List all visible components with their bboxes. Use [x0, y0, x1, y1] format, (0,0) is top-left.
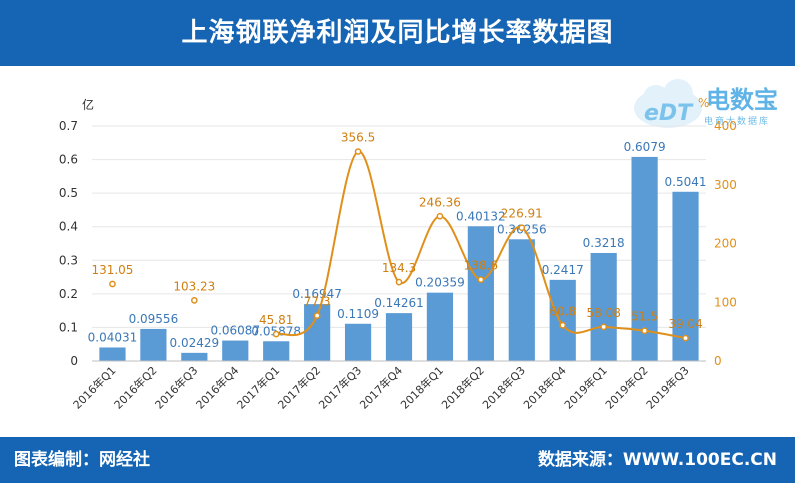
bar-value-label: 0.5041 [665, 175, 707, 189]
line-point [313, 312, 321, 319]
y-left-tick-label: 0.3 [59, 253, 78, 267]
combo-chart: 0.040310.095560.024290.060870.058780.169… [59, 96, 737, 412]
line-value-label: 60.8 [549, 304, 576, 318]
x-tick-label: 2016年Q3 [152, 363, 201, 412]
footer-credit: 图表编制：网经社 [14, 450, 150, 470]
line-point [518, 224, 526, 232]
line-value-label: 39.04 [668, 317, 702, 331]
line-point [109, 280, 116, 288]
y-right-tick-label: 300 [714, 178, 737, 192]
y-right-tick-label: 100 [714, 295, 737, 309]
line-point [272, 330, 280, 338]
line-value-label: 58.08 [586, 306, 620, 320]
bar-series [99, 156, 699, 361]
bar-labels: 0.040310.095560.024290.060870.058780.169… [88, 140, 707, 350]
edt-logo: eDT 电数宝 电商大数据库 [628, 74, 788, 134]
header-bar [0, 0, 795, 66]
logo-text: 电数宝 [706, 86, 778, 114]
y-right-tick-label: 200 [714, 237, 737, 251]
line-value-label: 131.05 [91, 263, 133, 277]
bar [467, 226, 494, 361]
x-tick-label: 2019年Q1 [561, 363, 610, 412]
x-tick-label: 2017年Q2 [275, 363, 324, 412]
y-left-tick-label: 0.2 [59, 287, 78, 301]
x-tick-label: 2018年Q2 [438, 363, 487, 412]
line-point [190, 297, 198, 304]
y-left-tick-label: 0 [70, 354, 78, 368]
bar [344, 323, 372, 361]
bar-value-label: 0.14261 [374, 296, 424, 310]
bar [631, 156, 658, 361]
footer-bar: 图表编制：网经社 数据来源：WWW.100EC.CN [0, 437, 795, 483]
x-tick-label: 2018年Q1 [398, 363, 447, 412]
x-tick-label: 2018年Q4 [520, 363, 569, 412]
line-point [682, 334, 689, 342]
bar [549, 279, 576, 361]
bar-value-label: 0.20359 [415, 276, 465, 290]
x-tick-label: 2017年Q1 [234, 363, 283, 412]
bar-value-label: 0.09556 [129, 312, 179, 326]
y-left-tick-label: 0.1 [59, 320, 78, 334]
bar [263, 341, 290, 361]
x-tick-label: 2017年Q3 [316, 363, 365, 412]
x-tick-label: 2019年Q2 [602, 363, 651, 412]
y-left-unit: 亿 [82, 97, 94, 112]
y-right-tick-label: 0 [714, 354, 722, 368]
line-series [109, 148, 689, 342]
y-left-tick-label: 0.5 [59, 186, 78, 200]
line-point [641, 327, 648, 335]
y-left-tick-label: 0.4 [59, 220, 78, 234]
bar [222, 340, 249, 361]
line-value-label: 51.5 [631, 310, 658, 324]
bar-value-label: 0.3218 [583, 236, 625, 250]
bar-value-label: 0.16947 [292, 287, 342, 301]
x-tick-label: 2017年Q4 [357, 363, 406, 412]
line-point [477, 276, 485, 283]
line-value-label: 77.3 [304, 295, 331, 309]
line-labels: 131.05 103.23 45.81 77.3 356.5 134.3 246.36 138… [91, 131, 702, 332]
bar [672, 191, 699, 361]
bar [99, 347, 126, 361]
bar-value-label: 0.06087 [210, 324, 260, 338]
bar-value-label: 0.40132 [456, 209, 506, 223]
line-point [436, 212, 444, 220]
bar [181, 352, 208, 361]
bar-value-label: 0.1109 [337, 307, 379, 321]
line-value-label: 45.81 [259, 313, 293, 327]
footer-source: 数据来源：WWW.100EC.CN [537, 450, 777, 470]
bar [385, 313, 413, 361]
bar [426, 292, 454, 361]
line-point [354, 148, 362, 155]
line-value-label: 226.91 [501, 207, 543, 221]
y-left-tick-label: 0.6 [59, 153, 78, 167]
line-point [395, 278, 403, 286]
line-value-label: 134.3 [382, 261, 416, 275]
bar-value-label: 0.2417 [542, 263, 584, 277]
bar [508, 239, 535, 361]
line-value-label: 356.5 [341, 131, 375, 145]
x-tick-label: 2016年Q4 [193, 363, 242, 412]
bar-value-label: 0.02429 [170, 336, 220, 350]
x-tick-label: 2016年Q1 [70, 363, 119, 412]
bar-value-label: 0.6079 [624, 140, 666, 154]
logo-badge: eDT [644, 101, 694, 126]
line-point [600, 323, 608, 331]
bar [140, 328, 167, 361]
x-tick-label: 2019年Q3 [643, 363, 692, 412]
y-left-tick-label: 0.7 [59, 119, 78, 133]
y-right-tick-label: 400 [714, 119, 737, 133]
x-tick-label: 2016年Q2 [111, 363, 160, 412]
chart-title: 上海钢联净利润及同比增长率数据图 [181, 18, 614, 48]
cloud-logo-icon: eDT [634, 79, 702, 128]
line-value-label: 246.36 [419, 195, 461, 209]
line-value-label: 103.23 [173, 279, 215, 293]
bar-value-label: 0.04031 [88, 330, 138, 344]
bar [590, 252, 617, 361]
line-point [559, 321, 567, 329]
logo-subtitle: 电商大数据库 [704, 117, 771, 127]
line-value-label: 138.6 [464, 259, 498, 273]
x-tick-label: 2018年Q3 [479, 363, 528, 412]
y-right-unit: % [698, 96, 709, 110]
